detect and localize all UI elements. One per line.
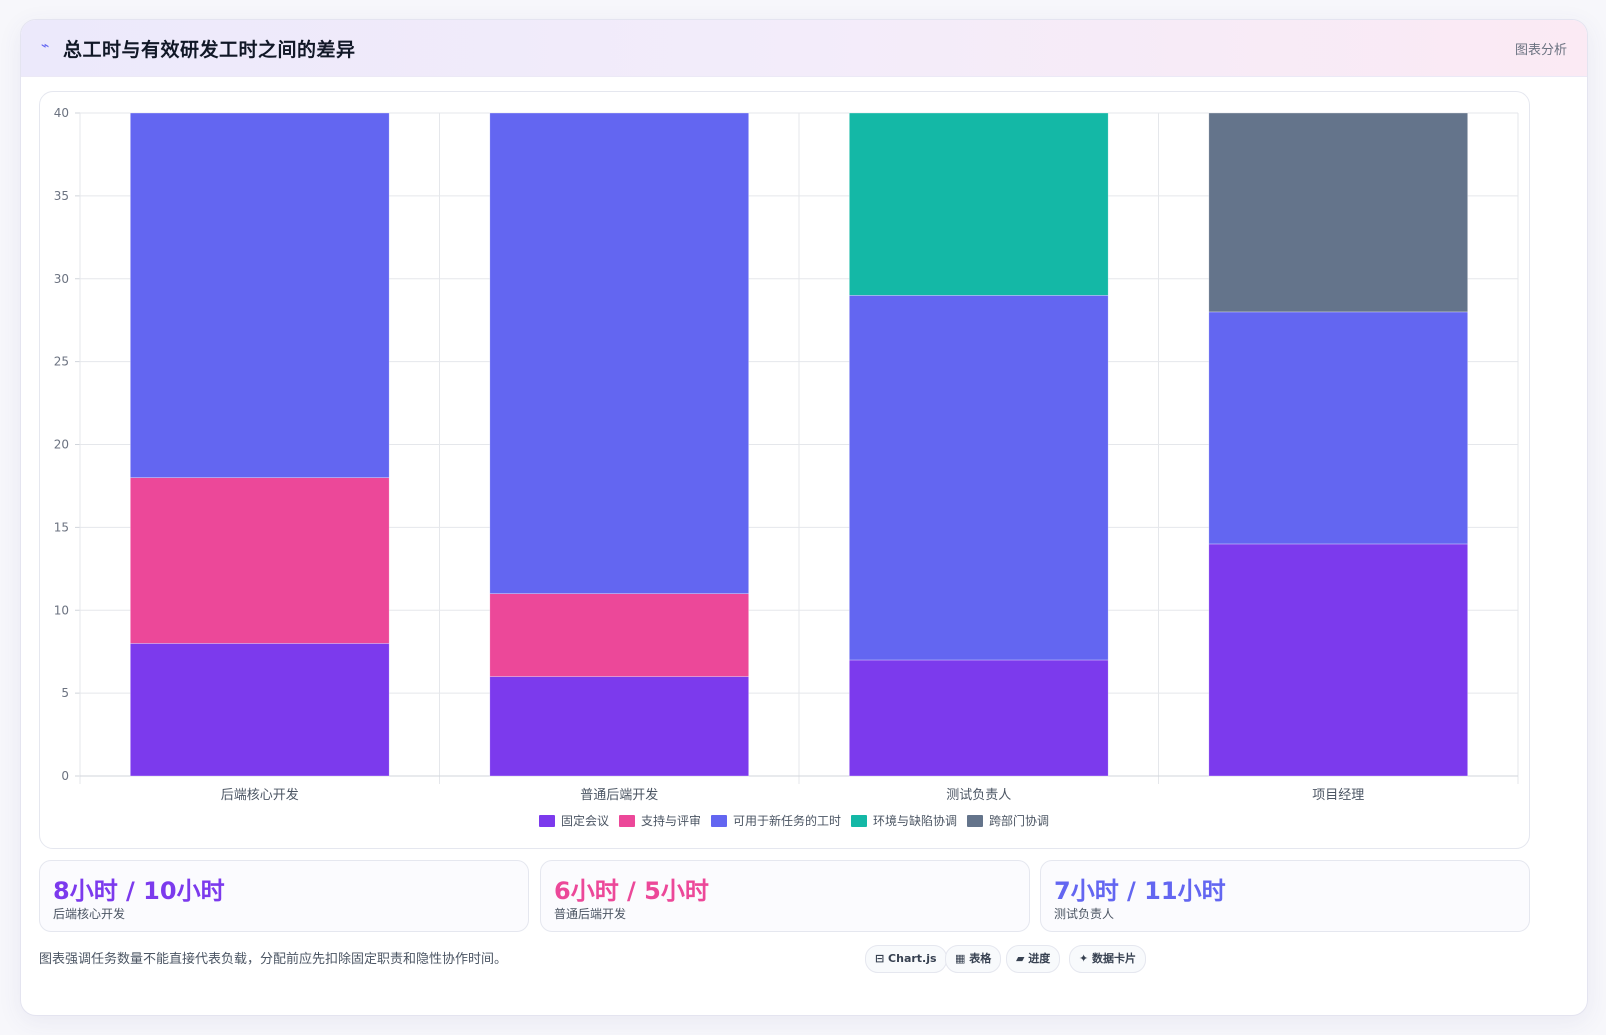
bar-segment — [1208, 112, 1468, 313]
stat-card: 6小时 / 5小时 普通后端开发 — [540, 860, 1030, 932]
bar-segment — [130, 477, 390, 644]
y-tick-label: 10 — [54, 603, 69, 617]
footer-note: 图表强调任务数量不能直接代表负载，分配前应先扣除固定职责和隐性协作时间。 — [39, 952, 508, 967]
y-tick-label: 35 — [54, 189, 69, 203]
legend-swatch — [967, 815, 983, 827]
stat-card: 7小时 / 11小时 测试负责人 — [1040, 860, 1530, 932]
legend-label: 可用于新任务的工时 — [733, 813, 841, 828]
x-tick-label: 后端核心开发 — [221, 787, 299, 803]
legend-swatch — [619, 815, 635, 827]
bar-segment — [849, 295, 1109, 661]
bar-segment — [130, 643, 390, 777]
stacked-bar-chart: 0 5 10 15 20 25 30 35 40 后端核心开发 普通后端开发 测试负责人 项目经理固定会… — [54, 106, 1519, 828]
bar-segment — [849, 659, 1109, 777]
legend-swatch — [851, 815, 867, 827]
y-tick-label: 25 — [54, 355, 69, 369]
wave-icon: ⌁ — [41, 38, 50, 54]
stat-value: 7小时 / 11小时 — [1054, 877, 1226, 905]
y-tick-label: 40 — [54, 106, 69, 120]
legend-label: 跨部门协调 — [989, 813, 1049, 828]
bar-segment — [489, 593, 749, 677]
bar-segment — [130, 112, 390, 478]
tag-table[interactable]: ▦ 表格 — [945, 945, 1002, 973]
stat-value: 8小时 / 10小时 — [53, 877, 225, 905]
legend-swatch — [539, 815, 555, 827]
bar-segment — [489, 676, 749, 777]
y-tick-label: 5 — [61, 686, 69, 700]
stat-label: 测试负责人 — [1054, 907, 1115, 921]
card-header: ⌁ 总工时与有效研发工时之间的差异 图表分析 — [21, 20, 1587, 77]
stat-card: 8小时 / 10小时 后端核心开发 — [39, 860, 529, 932]
bar-segment — [489, 112, 749, 594]
y-tick-label: 15 — [54, 520, 69, 534]
tag-chartjs[interactable]: ⊟ Chart.js — [865, 945, 947, 973]
bar-segment — [1208, 311, 1468, 545]
x-tick-label: 测试负责人 — [946, 788, 1011, 803]
chart-container: 0 5 10 15 20 25 30 35 40 后端核心开发 普通后端开发 测试负责人 项目经理固定会… — [39, 91, 1530, 849]
stat-value: 6小时 / 5小时 — [554, 877, 709, 905]
bar-segment — [849, 112, 1109, 296]
bar-segment — [1208, 543, 1468, 777]
tag-progress[interactable]: ▰ 进度 — [1006, 945, 1061, 973]
page-title: 总工时与有效研发工时之间的差异 — [63, 39, 356, 61]
legend-label: 环境与缺陷协调 — [873, 813, 957, 828]
tag-data-card[interactable]: ✦ 数据卡片 — [1069, 945, 1147, 973]
x-tick-label: 普通后端开发 — [580, 787, 658, 803]
chart-card: ⌁ 总工时与有效研发工时之间的差异 图表分析 0 5 10 15 20 25 30 35 40 后… — [20, 19, 1588, 1016]
legend-swatch — [711, 815, 727, 827]
stat-label: 后端核心开发 — [53, 907, 126, 921]
chart-analysis-link[interactable]: 图表分析 — [1514, 43, 1567, 58]
stat-label: 普通后端开发 — [554, 907, 627, 921]
stats-row: 8小时 / 10小时 后端核心开发 6小时 / 5小时 普通后端开发 7小时 /… — [39, 860, 1530, 932]
y-tick-label: 20 — [54, 438, 69, 452]
y-tick-label: 30 — [54, 272, 69, 286]
x-tick-label: 项目经理 — [1312, 788, 1364, 803]
y-tick-label: 0 — [61, 769, 69, 783]
legend-label: 支持与评审 — [641, 813, 701, 828]
legend-label: 固定会议 — [561, 813, 609, 828]
